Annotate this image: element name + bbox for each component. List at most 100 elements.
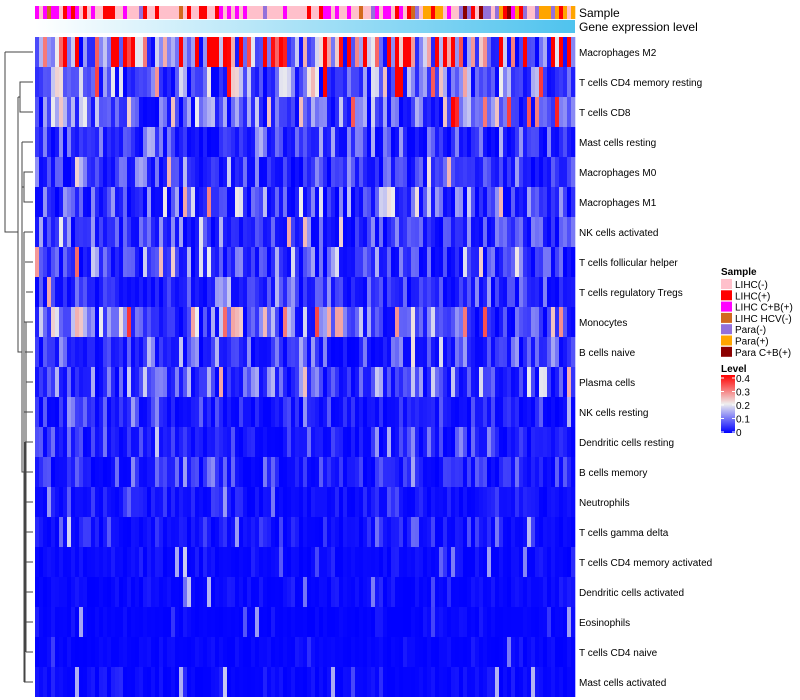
heatmap-cell [571, 157, 576, 187]
heatmap-cell [567, 577, 572, 607]
heatmap-cell [539, 277, 544, 307]
heatmap-cell [35, 577, 40, 607]
heatmap-cell [503, 37, 508, 67]
heatmap-cell [491, 397, 496, 427]
heatmap-cell [307, 637, 312, 667]
sample-annotation-cell [223, 6, 228, 19]
heatmap-cell [443, 427, 448, 457]
heatmap-cell [151, 367, 156, 397]
heatmap-cell [107, 67, 112, 97]
heatmap-cell [147, 427, 152, 457]
heatmap-cell [255, 247, 260, 277]
heatmap-cell [87, 337, 92, 367]
heatmap-cell [343, 37, 348, 67]
heatmap-cell [243, 577, 248, 607]
heatmap-cell [523, 277, 528, 307]
heatmap-cell [423, 367, 428, 397]
heatmap-cell [223, 367, 228, 397]
heatmap-cell [211, 457, 216, 487]
heatmap-cell [171, 427, 176, 457]
row-label: B cells memory [579, 468, 647, 479]
legend-label: LIHC C+B(+) [735, 303, 793, 314]
heatmap-cell [111, 157, 116, 187]
heatmap-cell [187, 667, 192, 697]
heatmap-cell [283, 67, 288, 97]
heatmap-cell [139, 37, 144, 67]
heatmap-cell [479, 307, 484, 337]
heatmap-cell [435, 187, 440, 217]
heatmap-cell [191, 247, 196, 277]
heatmap-cell [151, 37, 156, 67]
heatmap-cell [111, 367, 116, 397]
heatmap-cell [415, 97, 420, 127]
heatmap-cell [167, 67, 172, 97]
heatmap-cell [387, 217, 392, 247]
heatmap-cell [247, 607, 252, 637]
heatmap-cell [243, 457, 248, 487]
heatmap-cell [435, 547, 440, 577]
heatmap-cell [35, 217, 40, 247]
sample-annotation-cell [243, 6, 248, 19]
heatmap-cell [387, 487, 392, 517]
heatmap-cell [179, 247, 184, 277]
heatmap-cell [571, 367, 576, 397]
heatmap-cell [431, 247, 436, 277]
heatmap-cell [227, 457, 232, 487]
heatmap-cell [95, 487, 100, 517]
heatmap-cell [471, 307, 476, 337]
heatmap-cell [563, 547, 568, 577]
heatmap-cell [391, 637, 396, 667]
heatmap-cell [95, 187, 100, 217]
heatmap-cell [471, 247, 476, 277]
heatmap-cell [559, 127, 564, 157]
heatmap-cell [479, 217, 484, 247]
heatmap-cell [447, 427, 452, 457]
heatmap-cell [443, 337, 448, 367]
heatmap-cell [507, 307, 512, 337]
heatmap-cell [463, 577, 468, 607]
heatmap-cell [567, 157, 572, 187]
heatmap-cell [419, 247, 424, 277]
heatmap-cell [319, 217, 324, 247]
heatmap-cell [291, 247, 296, 277]
heatmap-cell [315, 37, 320, 67]
heatmap-cell [163, 607, 168, 637]
heatmap-cell [495, 67, 500, 97]
heatmap-cell [407, 247, 412, 277]
heatmap-cell [447, 277, 452, 307]
row-label: NK cells activated [579, 228, 658, 239]
heatmap-cell [179, 307, 184, 337]
heatmap-cell [115, 517, 120, 547]
heatmap-cell [343, 307, 348, 337]
heatmap-cell [427, 367, 432, 397]
heatmap-cell [159, 157, 164, 187]
heatmap-cell [115, 127, 120, 157]
legend-label: LIHC(-) [735, 280, 768, 291]
heatmap-cell [203, 397, 208, 427]
heatmap-cell [407, 67, 412, 97]
heatmap-cell [199, 217, 204, 247]
heatmap-cell [531, 547, 536, 577]
heatmap-cell [115, 247, 120, 277]
heatmap-cell [495, 97, 500, 127]
sample-annotation-cell [215, 6, 220, 19]
heatmap-cell [267, 67, 272, 97]
heatmap-cell [511, 217, 516, 247]
heatmap-cell [287, 247, 292, 277]
heatmap-cell [439, 187, 444, 217]
heatmap-cell [439, 577, 444, 607]
heatmap-cell [155, 517, 160, 547]
heatmap-cell [167, 337, 172, 367]
heatmap-cell [187, 97, 192, 127]
heatmap-cell [159, 547, 164, 577]
sample-annotation-cell [203, 6, 208, 19]
heatmap-cell [139, 187, 144, 217]
heatmap-cell [195, 157, 200, 187]
heatmap-cell [395, 187, 400, 217]
heatmap-cell [371, 277, 376, 307]
heatmap-cell [203, 427, 208, 457]
sample-annotation-cell [95, 6, 100, 19]
heatmap-cell [279, 277, 284, 307]
heatmap-cell [491, 277, 496, 307]
heatmap-cell [187, 397, 192, 427]
